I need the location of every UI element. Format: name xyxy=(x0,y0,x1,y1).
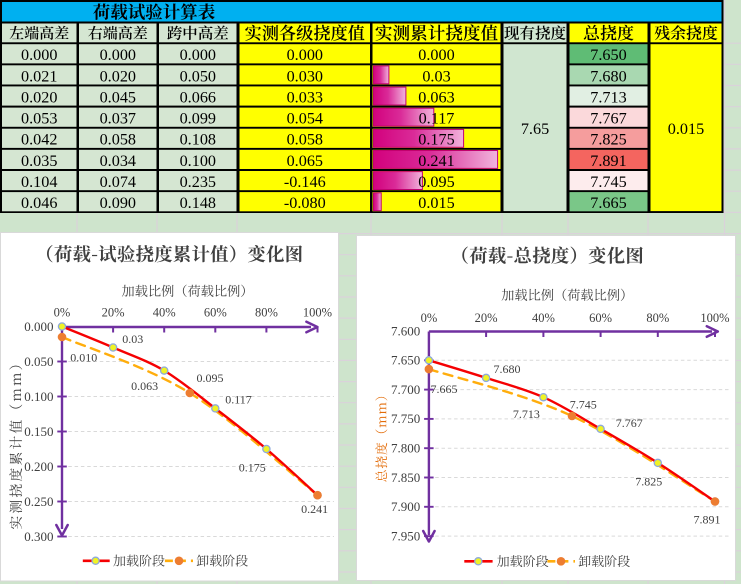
svg-text:7.680: 7.680 xyxy=(590,67,626,85)
svg-text:0.045: 0.045 xyxy=(100,88,136,106)
svg-text:0.099: 0.099 xyxy=(180,110,216,128)
svg-text:7.700: 7.700 xyxy=(391,382,420,397)
svg-text:0.050: 0.050 xyxy=(24,354,53,369)
svg-text:0.058: 0.058 xyxy=(100,131,136,149)
svg-text:100%: 100% xyxy=(700,311,729,325)
svg-text:7.800: 7.800 xyxy=(391,441,420,456)
svg-text:7.825: 7.825 xyxy=(635,474,662,488)
svg-text:0.033: 0.033 xyxy=(287,88,323,106)
svg-text:0.300: 0.300 xyxy=(24,529,53,544)
svg-text:7.825: 7.825 xyxy=(590,131,626,149)
svg-text:7.600: 7.600 xyxy=(391,323,420,338)
svg-text:0.074: 0.074 xyxy=(100,173,136,191)
svg-text:40%: 40% xyxy=(153,306,176,320)
svg-text:7.767: 7.767 xyxy=(590,110,626,128)
svg-text:0.053: 0.053 xyxy=(21,110,57,128)
svg-text:7.900: 7.900 xyxy=(391,499,420,514)
svg-text:0%: 0% xyxy=(54,306,71,320)
svg-text:7.650: 7.650 xyxy=(590,46,626,64)
svg-text:0.000: 0.000 xyxy=(287,46,323,64)
svg-text:0.241: 0.241 xyxy=(418,152,454,170)
svg-text:0.034: 0.034 xyxy=(100,152,136,170)
svg-text:20%: 20% xyxy=(475,311,498,325)
svg-text:40%: 40% xyxy=(532,311,555,325)
svg-text:0.010: 0.010 xyxy=(70,350,97,364)
svg-text:80%: 80% xyxy=(255,306,278,320)
svg-text:0.063: 0.063 xyxy=(131,379,158,393)
svg-text:0.035: 0.035 xyxy=(21,152,57,170)
svg-text:0.054: 0.054 xyxy=(287,110,323,128)
svg-text:0.058: 0.058 xyxy=(287,131,323,149)
svg-text:0.100: 0.100 xyxy=(180,152,216,170)
svg-text:0.066: 0.066 xyxy=(180,88,216,106)
svg-text:7.713: 7.713 xyxy=(513,407,540,421)
svg-text:0.046: 0.046 xyxy=(21,194,57,212)
svg-text:80%: 80% xyxy=(646,311,669,325)
svg-text:0.065: 0.065 xyxy=(287,152,323,170)
svg-text:7.65: 7.65 xyxy=(521,120,549,138)
svg-text:7.767: 7.767 xyxy=(616,416,643,430)
svg-text:0.000: 0.000 xyxy=(24,319,53,334)
svg-text:0.175: 0.175 xyxy=(418,131,454,149)
svg-text:0.020: 0.020 xyxy=(21,88,57,106)
svg-text:7.950: 7.950 xyxy=(391,528,420,543)
svg-text:60%: 60% xyxy=(204,306,227,320)
svg-text:0.000: 0.000 xyxy=(100,46,136,64)
svg-text:0.095: 0.095 xyxy=(418,173,454,191)
svg-text:7.680: 7.680 xyxy=(494,362,521,376)
svg-text:0.108: 0.108 xyxy=(180,131,216,149)
svg-text:7.891: 7.891 xyxy=(590,152,626,170)
svg-text:0.117: 0.117 xyxy=(225,393,252,407)
svg-text:-0.080: -0.080 xyxy=(284,194,326,212)
svg-text:0.042: 0.042 xyxy=(21,131,57,149)
svg-text:0.03: 0.03 xyxy=(422,67,450,85)
svg-text:0.100: 0.100 xyxy=(24,389,53,404)
svg-text:0.015: 0.015 xyxy=(668,120,704,138)
svg-text:60%: 60% xyxy=(589,311,612,325)
svg-text:0.104: 0.104 xyxy=(21,173,57,191)
svg-text:0.148: 0.148 xyxy=(180,194,216,212)
svg-text:20%: 20% xyxy=(102,306,125,320)
svg-text:0.037: 0.037 xyxy=(100,110,136,128)
svg-text:0.150: 0.150 xyxy=(24,424,53,439)
svg-text:0%: 0% xyxy=(421,311,438,325)
svg-text:7.850: 7.850 xyxy=(391,470,420,485)
svg-text:0.241: 0.241 xyxy=(301,502,328,516)
svg-text:0.000: 0.000 xyxy=(180,46,216,64)
svg-text:7.745: 7.745 xyxy=(590,173,626,191)
svg-text:0.175: 0.175 xyxy=(239,460,266,474)
svg-text:0.021: 0.021 xyxy=(21,67,57,85)
svg-text:0.000: 0.000 xyxy=(21,46,57,64)
svg-text:0.200: 0.200 xyxy=(24,459,53,474)
svg-text:7.891: 7.891 xyxy=(694,513,721,527)
svg-text:7.750: 7.750 xyxy=(391,411,420,426)
svg-text:7.713: 7.713 xyxy=(590,88,626,106)
svg-text:0.117: 0.117 xyxy=(419,110,455,128)
svg-text:0.050: 0.050 xyxy=(180,67,216,85)
svg-text:100%: 100% xyxy=(303,306,332,320)
svg-text:0.095: 0.095 xyxy=(197,371,224,385)
svg-text:7.665: 7.665 xyxy=(431,382,458,396)
svg-text:0.000: 0.000 xyxy=(418,46,454,64)
svg-text:0.235: 0.235 xyxy=(180,173,216,191)
svg-text:-0.146: -0.146 xyxy=(284,173,326,191)
svg-text:0.090: 0.090 xyxy=(100,194,136,212)
svg-text:0.030: 0.030 xyxy=(287,67,323,85)
svg-text:0.063: 0.063 xyxy=(418,88,454,106)
svg-text:7.665: 7.665 xyxy=(590,194,626,212)
svg-text:7.650: 7.650 xyxy=(391,353,420,368)
svg-text:7.745: 7.745 xyxy=(570,398,597,412)
svg-text:0.015: 0.015 xyxy=(418,194,454,212)
svg-text:0.020: 0.020 xyxy=(100,67,136,85)
svg-text:0.250: 0.250 xyxy=(24,494,53,509)
svg-text:0.03: 0.03 xyxy=(122,332,143,346)
